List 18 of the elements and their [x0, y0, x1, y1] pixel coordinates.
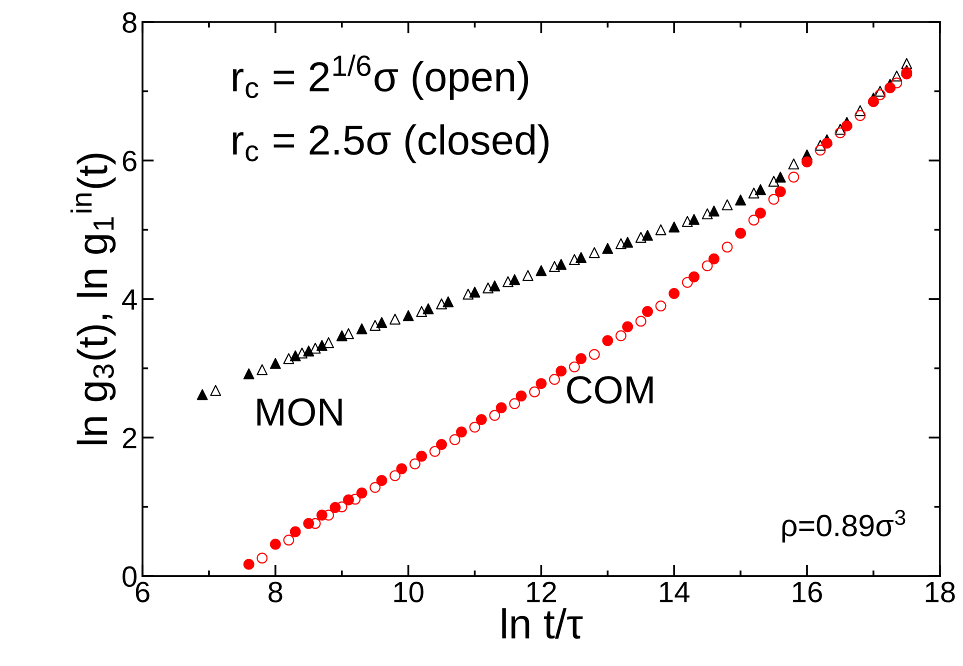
annotation: r$_{c}$ = 2$^{1/6}$σ (open): [233, 54, 528, 100]
x-axis-title: ln t/τ: [502, 608, 583, 639]
x-tick-label: 8: [268, 582, 282, 602]
x-tick-label: 16: [793, 582, 822, 602]
y-tick-label: 6: [122, 150, 136, 172]
y-tick-label: 4: [122, 290, 137, 310]
y-axis-title: ln g$_{3}$(t), ln g$_{1}$$^{in}$(t): [70, 154, 116, 444]
y-tick-label: 8: [122, 12, 136, 33]
annotation: COM: [567, 376, 653, 404]
annotation: r$_{c}$ = 2.5σ (closed): [233, 124, 548, 164]
annotation: ρ=0.89σ$^{3}$: [782, 510, 906, 542]
y-tick-label: 0: [122, 566, 137, 587]
annotation: MON: [257, 398, 342, 426]
y-tick-label: 2: [122, 428, 136, 448]
x-tick-label: 12: [527, 582, 556, 602]
x-tick-label: 18: [926, 582, 955, 602]
x-tick-label: 14: [660, 582, 690, 602]
x-tick-label: 10: [394, 582, 424, 602]
